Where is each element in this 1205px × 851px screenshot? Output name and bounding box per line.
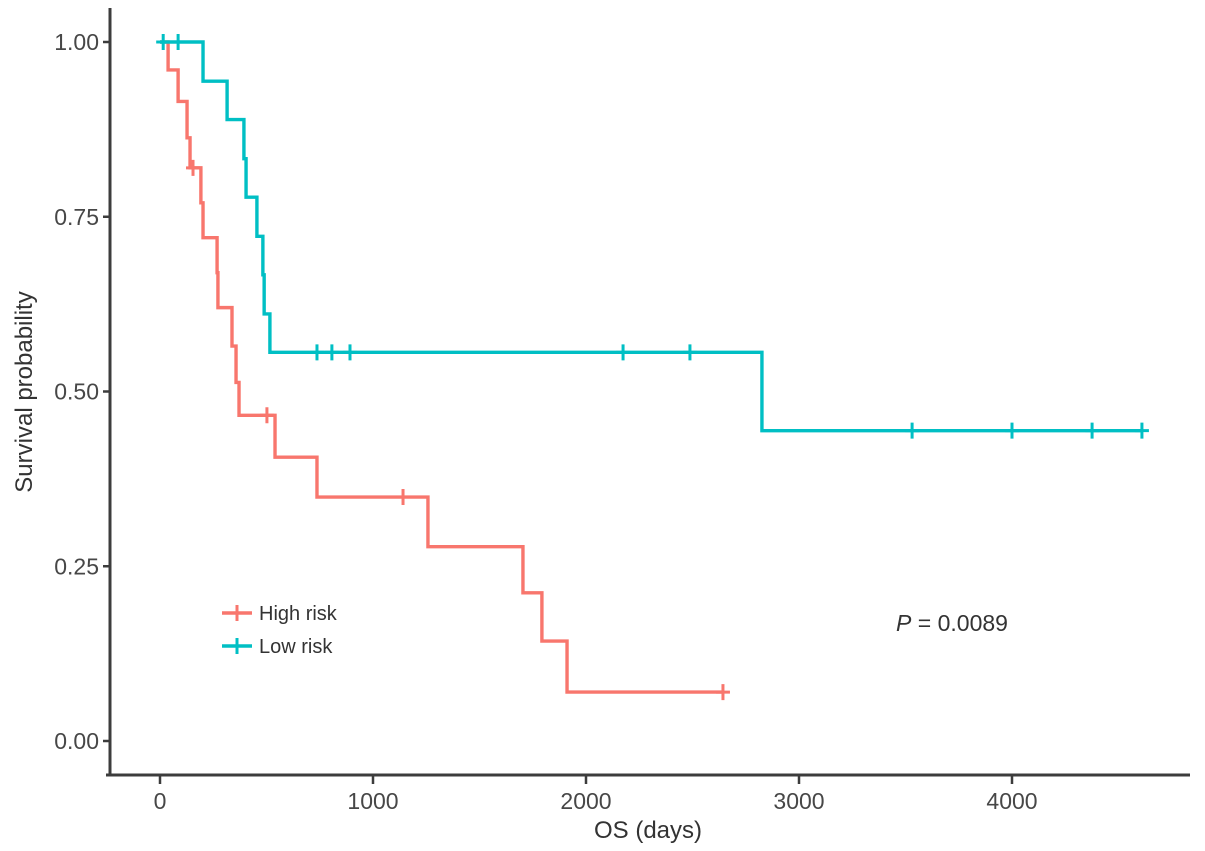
censor-mark-low-risk <box>682 344 697 361</box>
censor-mark-low-risk <box>324 344 339 361</box>
x-tick-label: 2000 <box>560 788 611 814</box>
censor-mark-low-risk <box>1005 422 1019 439</box>
y-tick-label: 1.00 <box>54 29 99 55</box>
y-tick-label: 0.00 <box>54 728 99 754</box>
censor-mark-low-risk <box>171 34 186 50</box>
p-value-number: = 0.0089 <box>911 610 1008 636</box>
censor-mark-high-risk <box>396 489 411 506</box>
axis-ticks: 0 1000 2000 3000 4000 1.00 0.75 0.50 0.25 0.00 <box>54 29 1037 814</box>
censor-mark-low-risk <box>156 34 171 50</box>
x-tick-label: 0 <box>154 788 167 814</box>
legend: High risk Low risk <box>222 603 338 658</box>
censor-mark-high-risk <box>259 407 274 424</box>
x-tick-label: 1000 <box>347 788 398 814</box>
survival-curve-low-risk <box>160 40 1142 433</box>
legend-label-high-risk: High risk <box>259 603 338 625</box>
p-value-symbol: P <box>896 610 912 636</box>
p-value-annotation: P = 0.0089 <box>896 610 1008 636</box>
censor-mark-low-risk <box>1085 422 1100 439</box>
legend-item-high-risk: High risk <box>222 603 338 625</box>
y-tick-label: 0.50 <box>54 379 99 405</box>
y-axis-title: Survival probability <box>11 291 38 492</box>
x-tick-label: 3000 <box>773 788 824 814</box>
censor-mark-high-risk <box>715 684 730 701</box>
survival-curves <box>156 34 1149 701</box>
legend-item-low-risk: Low risk <box>222 636 333 658</box>
y-tick-label: 0.25 <box>54 553 99 579</box>
censor-mark-low-risk <box>309 344 324 361</box>
x-axis-title: OS (days) <box>594 817 702 844</box>
censor-mark-low-risk <box>905 422 920 439</box>
censor-mark-high-risk <box>186 159 201 176</box>
survival-curve-high-risk <box>160 40 723 694</box>
censor-mark-low-risk <box>616 344 631 361</box>
censor-mark-low-risk <box>1134 422 1149 439</box>
censor-mark-low-risk <box>342 344 357 361</box>
y-tick-label: 0.75 <box>54 204 99 230</box>
x-tick-label: 4000 <box>986 788 1037 814</box>
legend-label-low-risk: Low risk <box>259 636 333 658</box>
